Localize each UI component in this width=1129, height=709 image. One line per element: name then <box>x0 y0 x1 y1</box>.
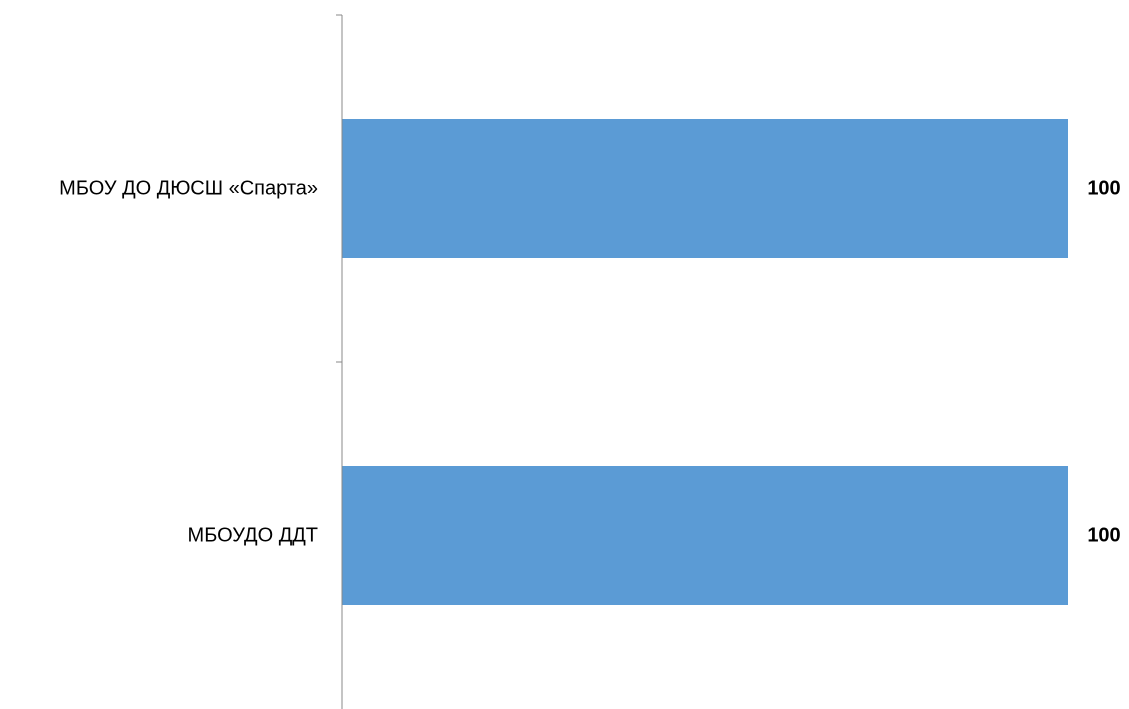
data-label: 100 <box>1087 525 1120 547</box>
bars-layer <box>342 119 1068 605</box>
category-axis <box>336 14 343 709</box>
category-label: МБОУ ДО ДЮСШ «Спарта» <box>59 178 318 200</box>
data-label: 100 <box>1087 178 1120 200</box>
category-label: МБОУДО ДДТ <box>188 525 318 547</box>
labels-layer: МБОУ ДО ДЮСШ «Спарта» 100 МБОУДО ДДТ 100 <box>59 178 1121 547</box>
bar <box>342 466 1068 605</box>
bar <box>342 119 1068 258</box>
